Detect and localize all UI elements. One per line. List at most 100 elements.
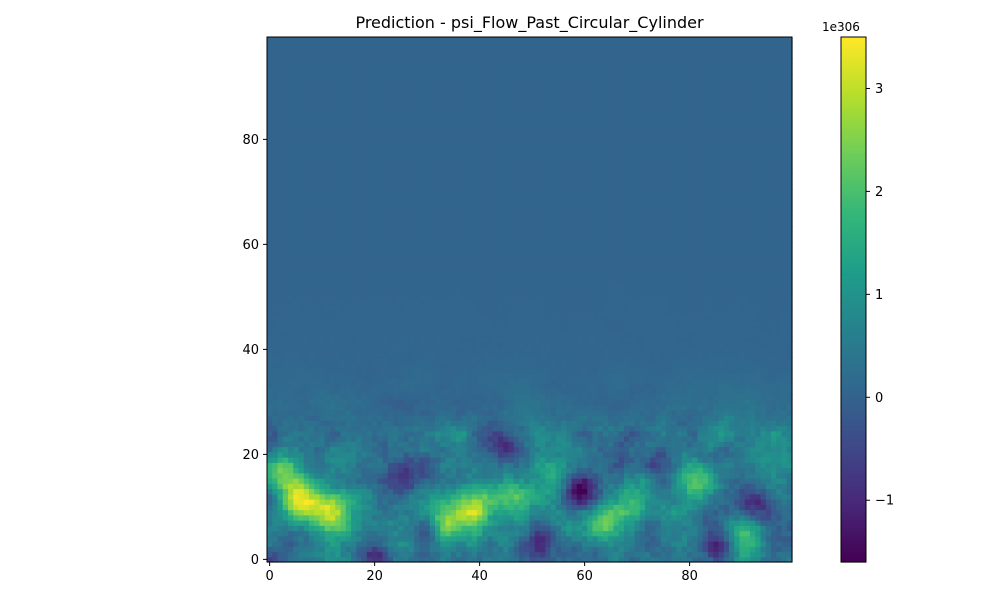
heatmap-cell (414, 483, 420, 490)
heatmap-cell (372, 352, 378, 358)
heatmap-cell (303, 525, 310, 532)
heatmap-cell (681, 425, 688, 432)
heatmap-cell (335, 467, 342, 474)
heatmap-cell (503, 373, 510, 379)
heatmap-cell (524, 346, 531, 353)
heatmap-cell (708, 483, 714, 490)
heatmap-cell (303, 478, 310, 484)
heatmap-cell (592, 535, 599, 542)
heatmap-cell (765, 541, 772, 547)
heatmap-cell (755, 535, 762, 542)
heatmap-cell (450, 467, 457, 474)
heatmap-cell (666, 394, 672, 400)
heatmap-cell (781, 525, 788, 532)
heatmap-cell (361, 388, 368, 395)
heatmap-cell (377, 404, 384, 411)
heatmap-cell (781, 541, 788, 547)
heatmap-cell (545, 462, 552, 469)
heatmap-cell (629, 415, 636, 421)
heatmap-cell (750, 299, 756, 306)
heatmap-cell (723, 530, 730, 537)
heatmap-cell (487, 415, 494, 421)
heatmap-cell (603, 304, 609, 311)
heatmap-cell (697, 499, 704, 505)
heatmap-cell (272, 451, 279, 458)
heatmap-cell (382, 462, 389, 469)
heatmap-cell (566, 331, 573, 337)
heatmap-cell (524, 488, 531, 495)
heatmap-cell (282, 493, 289, 500)
heatmap-cell (660, 446, 667, 453)
heatmap-cell (335, 394, 342, 400)
heatmap-cell (692, 530, 699, 537)
heatmap-cell (487, 378, 494, 385)
heatmap-cell (372, 457, 378, 463)
heatmap-cell (377, 357, 384, 364)
heatmap-cell (634, 488, 641, 495)
heatmap-cell (303, 299, 310, 306)
heatmap-cell (561, 325, 567, 332)
heatmap-cell (713, 535, 720, 542)
heatmap-cell (466, 320, 473, 327)
heatmap-cell (429, 525, 436, 532)
heatmap-cell (435, 551, 441, 558)
heatmap-cell (272, 525, 279, 532)
heatmap-cell (351, 504, 357, 511)
heatmap-cell (545, 415, 552, 421)
heatmap-cell (781, 472, 788, 479)
heatmap-cell (335, 520, 342, 526)
heatmap-cell (713, 310, 720, 316)
heatmap-cell (440, 430, 447, 437)
heatmap-cell (708, 467, 714, 474)
heatmap-cell (624, 399, 630, 406)
heatmap-cell (755, 436, 762, 442)
heatmap-cell (629, 556, 636, 563)
heatmap-cell (744, 315, 751, 322)
heatmap-cell (513, 399, 520, 406)
heatmap-cell (272, 383, 279, 390)
heatmap-cell (660, 373, 667, 379)
heatmap-cell (345, 499, 352, 505)
heatmap-cell (482, 394, 489, 400)
heatmap-cell (408, 399, 415, 406)
heatmap-cell (461, 441, 468, 448)
heatmap-cell (508, 409, 515, 416)
heatmap-cell (561, 509, 567, 516)
heatmap-cell (529, 341, 536, 348)
heatmap-cell (324, 399, 331, 406)
heatmap-cell (435, 504, 441, 511)
heatmap-cell (681, 551, 688, 558)
heatmap-cell (319, 320, 326, 327)
heatmap-cell (639, 299, 646, 306)
heatmap-cell (508, 478, 515, 484)
heatmap-cell (550, 546, 557, 553)
heatmap-cell (608, 388, 615, 395)
heatmap-cell (708, 378, 714, 385)
heatmap-cell (744, 325, 751, 332)
heatmap-cell (340, 436, 347, 442)
heatmap-cell (445, 504, 452, 511)
heatmap-cell (366, 394, 373, 400)
heatmap-cell (781, 310, 788, 316)
heatmap-cell (786, 357, 793, 364)
heatmap-cell (398, 514, 405, 521)
heatmap-cell (592, 457, 599, 463)
heatmap-cell (466, 310, 473, 316)
heatmap-cell (566, 530, 573, 537)
heatmap-cell (492, 514, 499, 521)
heatmap-cell (456, 436, 462, 442)
heatmap-cell (618, 383, 625, 390)
heatmap-cell (277, 436, 284, 442)
heatmap-cell (319, 304, 326, 311)
heatmap-cell (776, 441, 783, 448)
heatmap-cell (424, 430, 431, 437)
heatmap-cell (582, 546, 588, 553)
heatmap-cell (566, 388, 573, 395)
heatmap-cell (440, 415, 447, 421)
heatmap-cell (471, 488, 478, 495)
heatmap-cell (330, 304, 336, 311)
heatmap-cell (576, 541, 583, 547)
heatmap-cell (382, 488, 389, 495)
heatmap-cell (272, 514, 279, 521)
heatmap-cell (414, 546, 420, 553)
